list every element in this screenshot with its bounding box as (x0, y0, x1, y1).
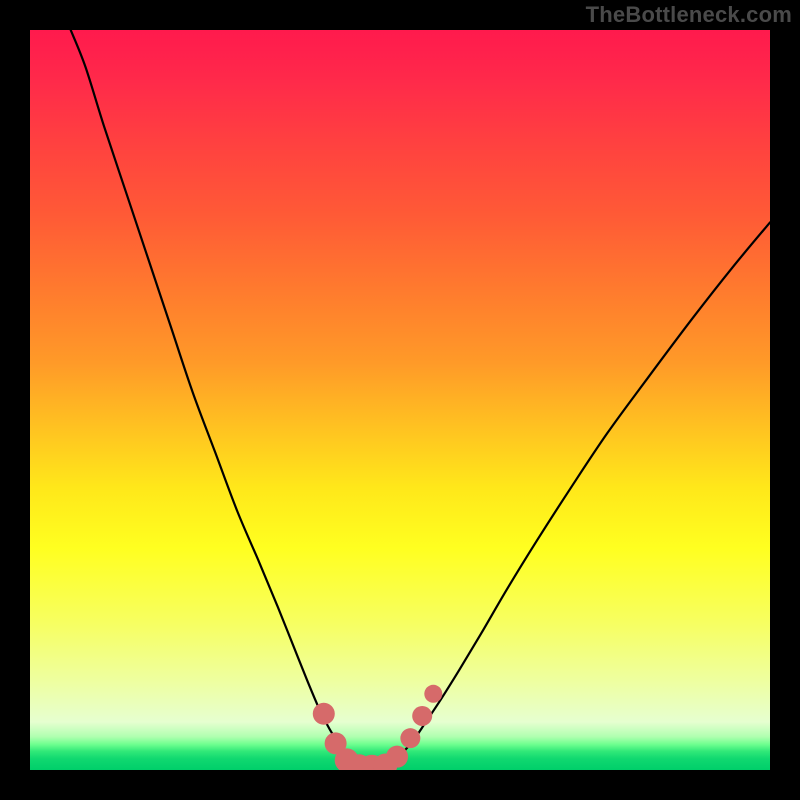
marker-dot (313, 703, 335, 725)
marker-dot (400, 728, 420, 748)
plot-area (30, 30, 770, 770)
marker-dot (412, 706, 432, 726)
watermark-text: TheBottleneck.com (586, 2, 792, 28)
marker-dot (386, 746, 408, 768)
chart-frame: TheBottleneck.com (0, 0, 800, 800)
marker-dot (424, 685, 442, 703)
gradient-background (30, 30, 770, 770)
chart-svg (30, 30, 770, 770)
